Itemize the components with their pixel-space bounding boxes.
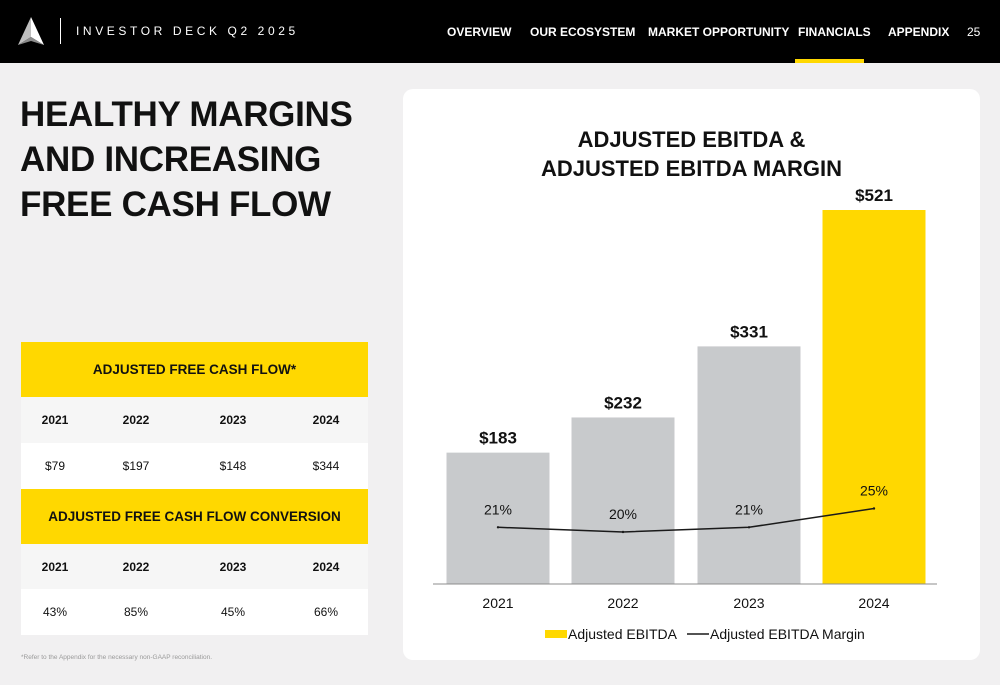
margin-value-label: 25%	[860, 483, 888, 499]
margin-line	[497, 507, 875, 533]
conversion-value: 45%	[220, 605, 246, 619]
ebitda-bar	[571, 417, 675, 584]
fcf-table-header: ADJUSTED FREE CASH FLOW*	[21, 342, 368, 397]
legend-label-ebitda: Adjusted EBITDA	[568, 626, 678, 642]
bar-value-label: $232	[604, 393, 642, 412]
headline-line-1: HEALTHY MARGINS	[20, 95, 353, 134]
company-logo	[18, 17, 44, 45]
nav-appendix[interactable]: APPENDIX	[888, 25, 950, 39]
page-headline: HEALTHY MARGINS AND INCREASING FREE CASH…	[20, 92, 380, 227]
margin-point	[496, 526, 500, 529]
ebitda-bar	[446, 452, 550, 584]
conversion-year: 2022	[122, 560, 150, 574]
ebitda-chart: $183 $232 $331 $521 2021 2022 2023 2024 21% 20% 21…	[433, 186, 937, 642]
page-number: 25	[967, 25, 981, 39]
conversion-value: 85%	[123, 605, 149, 619]
top-bar: INVESTOR DECK Q2 2025 OVERVIEW OUR ECOSY…	[0, 0, 1000, 63]
conversion-years-row: 2021 2022 2023 2024	[21, 544, 368, 590]
bar-value-label: $331	[730, 322, 768, 341]
margin-value-label: 20%	[609, 506, 637, 522]
x-tick-label: 2022	[607, 595, 638, 611]
footnote: *Refer to the Appendix for the necessary…	[21, 654, 213, 661]
fcf-values-row: $79 $197 $148 $344	[21, 443, 368, 489]
fcf-value: $79	[44, 459, 66, 473]
active-nav-indicator	[795, 59, 864, 63]
headline-line-3: FREE CASH FLOW	[20, 185, 331, 224]
conversion-value: 43%	[42, 605, 68, 619]
fcf-years-row: 2021 2022 2023 2024	[21, 397, 368, 443]
ebitda-chart-card: ADJUSTED EBITDA & ADJUSTED EBITDA MARGIN…	[403, 89, 980, 660]
margin-value-label: 21%	[735, 501, 763, 517]
conversion-value: 66%	[313, 605, 339, 619]
fcf-value: $344	[312, 459, 340, 473]
margin-value-label: 21%	[484, 501, 512, 517]
fcf-year: 2023	[219, 413, 247, 427]
margin-point	[872, 507, 876, 510]
nav-financials[interactable]: FINANCIALS	[798, 25, 871, 39]
fcf-value: $197	[122, 459, 150, 473]
conversion-year: 2023	[219, 560, 247, 574]
legend-swatch-ebitda	[545, 630, 567, 638]
bar-value-label: $183	[479, 429, 517, 448]
nav-overview[interactable]: OVERVIEW	[447, 25, 512, 39]
deck-title: INVESTOR DECK Q2 2025	[76, 24, 299, 38]
fcf-year: 2024	[312, 413, 340, 427]
conversion-year: 2024	[312, 560, 340, 574]
header-divider	[60, 18, 61, 44]
margin-point	[621, 530, 625, 534]
margin-point	[747, 526, 751, 529]
nav-our-ecosystem[interactable]: OUR ECOSYSTEM	[530, 25, 636, 39]
conversion-table-header: ADJUSTED FREE CASH FLOW CONVERSION	[21, 489, 368, 544]
fcf-value: $148	[219, 459, 247, 473]
fcf-year: 2022	[122, 413, 150, 427]
headline-line-2: AND INCREASING	[20, 140, 322, 179]
chart-title-line-1: ADJUSTED EBITDA &	[577, 127, 806, 152]
bar-value-label: $521	[855, 186, 893, 205]
chart-title-line-2: ADJUSTED EBITDA MARGIN	[540, 156, 843, 181]
ebitda-bar	[697, 346, 801, 584]
x-tick-label: 2023	[733, 595, 764, 611]
nav-market-opportunity[interactable]: MARKET OPPORTUNITY	[648, 25, 790, 39]
conversion-year: 2021	[41, 560, 69, 574]
legend-label-margin: Adjusted EBITDA Margin	[710, 626, 865, 642]
ebitda-bar	[822, 210, 926, 584]
fcf-year: 2021	[41, 413, 69, 427]
x-tick-label: 2024	[858, 595, 889, 611]
x-tick-label: 2021	[482, 595, 513, 611]
conversion-values-row: 43% 85% 45% 66%	[21, 589, 368, 635]
